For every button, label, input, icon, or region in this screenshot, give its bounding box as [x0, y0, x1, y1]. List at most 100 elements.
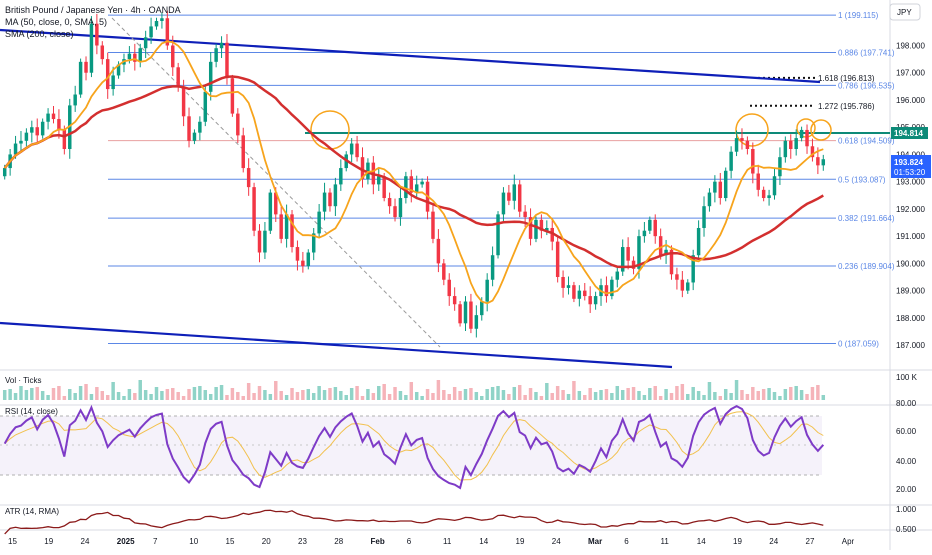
candle-body	[360, 157, 365, 179]
channel-lower-line[interactable]	[0, 321, 673, 369]
candle-body	[680, 279, 685, 291]
volume-bars	[2, 380, 826, 400]
time-tick-label: 15	[8, 537, 17, 546]
volume-bar	[566, 394, 571, 400]
volume-bar	[181, 396, 186, 400]
candle-body	[301, 260, 305, 267]
price-tick-label: 192.000	[896, 205, 925, 214]
volume-bar	[349, 388, 354, 400]
volume-bar	[653, 386, 657, 400]
candle-body	[311, 233, 316, 253]
volume-bar	[485, 389, 489, 400]
candle-body	[19, 140, 23, 144]
candle-body	[745, 140, 750, 149]
volume-bar	[783, 389, 788, 400]
volume-bar	[696, 391, 701, 400]
fib-extensions[interactable]: 1.618 (196.813) 1.272 (195.786)	[750, 74, 875, 111]
candle-body	[30, 127, 34, 133]
candle-body	[463, 301, 468, 324]
fib-retracement[interactable]: 1 (199.115) 0.886 (197.741) 0.786 (196.535…	[108, 11, 895, 348]
volume-bar	[263, 390, 267, 400]
volume-bar	[718, 396, 723, 400]
volume-bar	[333, 387, 338, 400]
rsi-legend[interactable]: RSI (14, close)	[5, 407, 58, 416]
price-tick-label: 197.000	[896, 69, 925, 78]
resistance-price-badge	[891, 127, 928, 139]
atr-tick: 0.500	[896, 525, 917, 534]
volume-bar	[311, 393, 316, 400]
current-price-label: 193.824	[894, 158, 923, 167]
channel-upper-line[interactable]	[0, 28, 821, 84]
candle-body	[176, 67, 180, 87]
volume-bar	[756, 391, 760, 400]
candle-body	[583, 290, 587, 297]
candle-body	[447, 279, 451, 297]
candle-body	[89, 23, 94, 73]
candle-body	[84, 61, 88, 73]
volume-bar	[734, 380, 739, 400]
candle-body	[626, 247, 630, 261]
volume-bar	[550, 393, 554, 400]
sma200-legend[interactable]: SMA (200, close)	[5, 29, 74, 39]
volume-bar	[583, 395, 587, 400]
candle-body	[230, 78, 235, 114]
rsi-line	[3, 404, 825, 490]
time-tick-label: 27	[806, 537, 815, 546]
volume-bar	[631, 387, 636, 400]
volume-bar	[751, 387, 755, 400]
volume-bar	[398, 391, 403, 400]
highlight-circle[interactable]	[810, 119, 832, 141]
volume-bar	[19, 386, 23, 400]
candle-body	[810, 146, 815, 158]
volume-bar	[133, 393, 137, 400]
candle-body	[295, 247, 300, 261]
candle-body	[707, 192, 712, 207]
time-tick-label: 24	[769, 537, 778, 546]
volume-bar	[404, 395, 408, 400]
drawing-tools[interactable]	[0, 17, 890, 369]
candle-body	[648, 219, 652, 231]
volume-bar	[528, 388, 533, 400]
volume-bar	[723, 389, 728, 400]
fib-trend-line[interactable]	[111, 17, 441, 348]
ma50-legend[interactable]: MA (50, close, 0, SMA, 5)	[5, 17, 107, 27]
volume-bar	[105, 395, 110, 400]
volume-bar	[241, 396, 245, 400]
volume-bar	[393, 387, 397, 400]
time-axis[interactable]: 15 19 24 2025 7 10 15 20 23 28 Feb 6 11 14 19 24 Mar 6 11 1…	[8, 537, 855, 546]
volume-bar	[46, 395, 50, 400]
volume-bar	[789, 387, 793, 400]
symbol-title[interactable]: British Pound / Japanese Yen · 4h · OAND…	[5, 5, 181, 15]
volume-bar	[355, 386, 359, 400]
atr-legend[interactable]: ATR (14, RMA)	[5, 507, 59, 516]
volume-legend[interactable]: Vol · Ticks	[5, 376, 41, 385]
time-tick-label: 6	[407, 537, 412, 546]
volume-bar	[458, 391, 462, 400]
candle-body	[507, 192, 511, 201]
candle-body	[382, 176, 386, 199]
candle-series	[2, 10, 826, 338]
fib-level-label: 0.382 (191.664)	[838, 214, 895, 223]
volume-bar	[452, 387, 457, 400]
candle-body	[561, 277, 565, 288]
candle-body	[604, 285, 609, 297]
candle-body	[257, 230, 262, 253]
volume-bar	[68, 389, 72, 400]
volume-bar	[496, 386, 500, 400]
volume-bar	[40, 391, 45, 400]
fib-level-label: 0.5 (193.087)	[838, 175, 886, 184]
time-tick-label: 7	[153, 537, 158, 546]
candle-body	[306, 252, 311, 267]
currency-badge[interactable]	[889, 3, 921, 21]
candle-body	[789, 140, 793, 149]
volume-bar	[463, 389, 468, 400]
highlight-circle[interactable]	[735, 113, 769, 147]
candle-body	[219, 42, 224, 49]
candle-body	[284, 214, 289, 239]
volume-bar	[414, 392, 419, 400]
candle-body	[566, 285, 571, 288]
volume-bar	[469, 388, 473, 400]
volume-bar	[588, 388, 592, 400]
volume-bar	[279, 391, 283, 400]
volume-bar	[599, 390, 603, 400]
